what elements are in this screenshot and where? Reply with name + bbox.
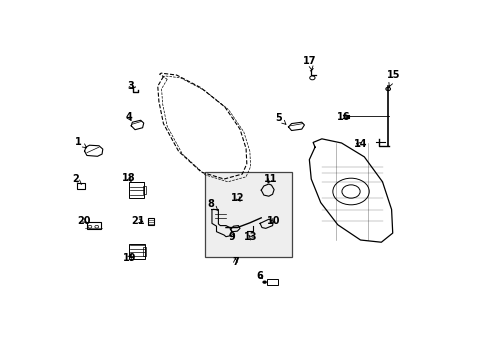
Text: 5: 5 [275, 113, 285, 124]
Text: 21: 21 [131, 216, 144, 226]
Text: 15: 15 [386, 70, 400, 87]
Text: 10: 10 [266, 216, 280, 226]
Circle shape [262, 280, 266, 284]
Bar [143, 247, 146, 256]
Bar [129, 182, 144, 198]
Bar [142, 186, 145, 194]
Text: 4: 4 [125, 112, 132, 122]
Text: 3: 3 [127, 81, 134, 91]
Text: 2: 2 [72, 174, 81, 184]
Bar [77, 183, 85, 189]
Bar [266, 279, 277, 285]
Text: 19: 19 [122, 253, 136, 263]
Text: 8: 8 [207, 199, 217, 210]
Bar [147, 219, 154, 225]
Bar [87, 222, 101, 229]
Text: 18: 18 [122, 173, 135, 183]
Text: 6: 6 [256, 271, 263, 281]
Bar [129, 244, 145, 260]
Text: 9: 9 [228, 232, 235, 242]
Text: 11: 11 [264, 174, 277, 184]
Text: 16: 16 [336, 112, 349, 122]
Text: 13: 13 [244, 232, 257, 242]
Text: 20: 20 [77, 216, 90, 226]
Text: 12: 12 [231, 193, 244, 203]
Bar [205, 172, 292, 257]
Text: 14: 14 [353, 139, 366, 149]
Text: 1: 1 [75, 136, 86, 148]
Text: 17: 17 [303, 56, 316, 70]
Text: 7: 7 [232, 257, 238, 267]
